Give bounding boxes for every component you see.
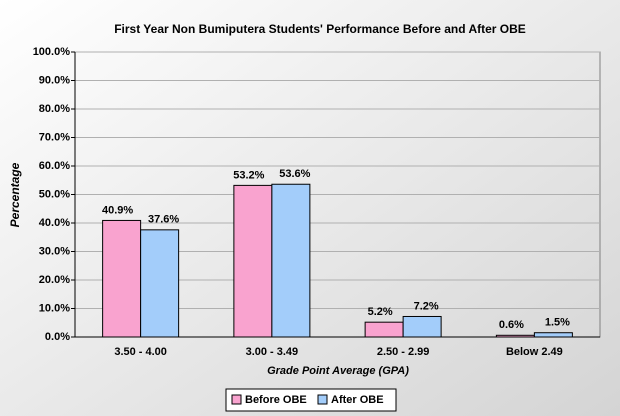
x-tick-label: 3.00 - 3.49 bbox=[246, 346, 299, 358]
legend-swatch bbox=[231, 394, 242, 405]
legend-label: After OBE bbox=[331, 394, 384, 406]
x-tick-label: 3.50 - 4.00 bbox=[114, 346, 167, 358]
value-label: 37.6% bbox=[148, 214, 179, 226]
bar bbox=[271, 183, 311, 338]
bar bbox=[233, 184, 273, 338]
x-axis-label: Grade Point Average (GPA) bbox=[267, 365, 409, 377]
value-label: 53.6% bbox=[279, 168, 310, 180]
y-tick-label: 60.0% bbox=[39, 160, 70, 172]
y-tick-label: 80.0% bbox=[39, 103, 70, 115]
bar bbox=[402, 315, 442, 338]
y-tick-label: 10.0% bbox=[39, 302, 70, 314]
chart-title: First Year Non Bumiputera Students' Perf… bbox=[114, 22, 526, 36]
y-tick-label: 90.0% bbox=[39, 74, 70, 86]
bar bbox=[364, 321, 404, 338]
y-tick-label: 20.0% bbox=[39, 274, 70, 286]
x-tick-label: 2.50 - 2.99 bbox=[377, 346, 430, 358]
value-label: 40.9% bbox=[102, 204, 133, 216]
y-tick-label: 70.0% bbox=[39, 131, 70, 143]
value-label: 5.2% bbox=[368, 306, 393, 318]
y-tick-label: 100.0% bbox=[33, 46, 71, 58]
legend-box bbox=[225, 388, 397, 412]
y-tick-label: 0.0% bbox=[45, 331, 70, 343]
value-label: 0.6% bbox=[499, 319, 524, 331]
y-axis-label: Percentage bbox=[8, 162, 22, 227]
bar bbox=[140, 229, 180, 338]
value-label: 7.2% bbox=[414, 300, 439, 312]
y-tick-label: 50.0% bbox=[39, 188, 70, 200]
bar bbox=[102, 219, 142, 338]
legend-label: Before OBE bbox=[245, 394, 307, 406]
value-label: 53.2% bbox=[233, 169, 264, 181]
y-tick-label: 30.0% bbox=[39, 245, 70, 257]
x-tick-label: Below 2.49 bbox=[506, 346, 563, 358]
value-label: 1.5% bbox=[545, 317, 570, 329]
y-tick-label: 40.0% bbox=[39, 217, 70, 229]
legend-swatch bbox=[317, 394, 328, 405]
bar bbox=[533, 332, 573, 338]
